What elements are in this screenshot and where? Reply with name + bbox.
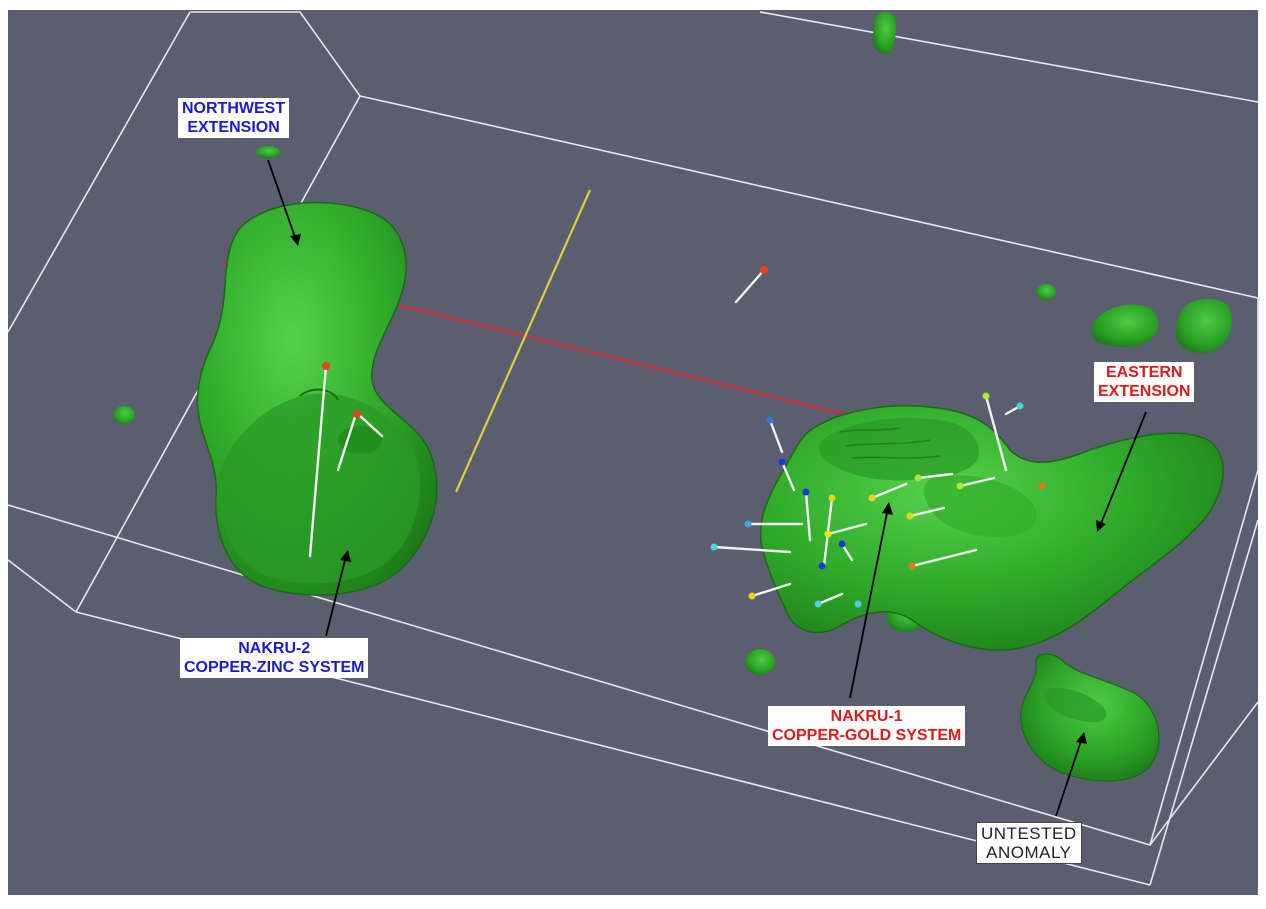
label-line: NAKRU-2 <box>238 640 311 657</box>
plan-line-yellow <box>454 189 592 493</box>
drill-collars <box>322 266 1046 608</box>
label-untested-anomaly: UNTESTED ANOMALY <box>976 822 1082 864</box>
model-wireframe <box>7 11 1259 886</box>
label-nakru-1: NAKRU-1 COPPER-GOLD SYSTEM <box>768 706 966 746</box>
small-anomaly <box>1175 299 1232 354</box>
label-nakru-2: NAKRU-2 COPPER-ZINC SYSTEM <box>180 638 369 678</box>
label-line: COPPER-ZINC SYSTEM <box>184 659 365 676</box>
nakru-1-anomaly <box>759 405 1224 651</box>
label-line: EASTERN <box>1106 364 1183 381</box>
label-leaders <box>267 159 1147 817</box>
label-line: NORTHWEST <box>182 100 286 117</box>
label-eastern-extension: EASTERN EXTENSION <box>1094 362 1195 402</box>
label-line: COPPER-GOLD SYSTEM <box>772 727 962 744</box>
label-line: EXTENSION <box>187 119 280 136</box>
small-anomaly <box>256 146 280 158</box>
nakru-2-anomaly <box>196 201 438 596</box>
label-northwest-extension: NORTHWEST EXTENSION <box>178 98 290 138</box>
small-anomaly <box>1036 284 1056 300</box>
label-line: ANOMALY <box>986 843 1072 862</box>
small-anomaly <box>1091 304 1159 348</box>
untested-anomaly-shape <box>1020 653 1160 782</box>
label-line: UNTESTED <box>981 824 1077 843</box>
label-line: NAKRU-1 <box>830 708 903 725</box>
small-anomaly <box>113 406 135 424</box>
small-anomaly <box>873 11 896 54</box>
small-anomaly <box>745 649 775 675</box>
label-line: EXTENSION <box>1098 383 1191 400</box>
